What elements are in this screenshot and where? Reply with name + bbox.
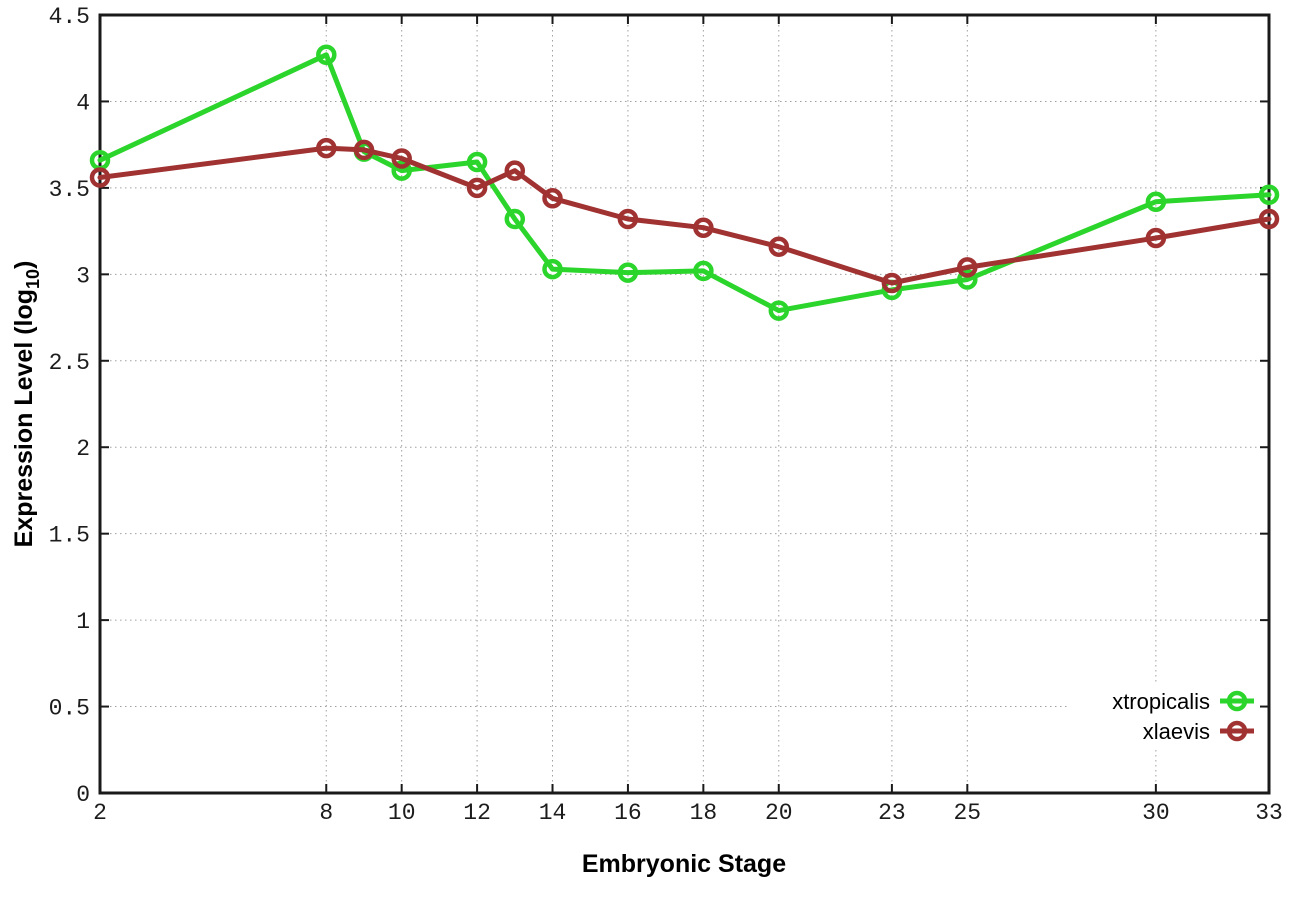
- data-point-marker-xtropicalis: [316, 44, 337, 66]
- data-point-marker-xtropicalis: [391, 160, 412, 181]
- data-point-marker-xlaevis: [504, 160, 526, 181]
- x-tick-label: 16: [614, 800, 642, 826]
- data-point-marker-xtropicalis: [504, 208, 526, 230]
- x-tick-label: 20: [765, 800, 793, 826]
- data-point-marker-xlaevis: [353, 139, 375, 161]
- data-point-marker-xlaevis: [542, 188, 563, 209]
- x-tick-label: 23: [878, 800, 906, 826]
- y-tick-label: 2: [76, 436, 90, 462]
- x-tick-label: 33: [1255, 800, 1283, 826]
- legend: xtropicalis xlaevis: [1068, 683, 1258, 749]
- series-line-xtropicalis: [97, 52, 1272, 314]
- y-tick-label: 1.5: [49, 523, 90, 549]
- x-tick-label: 14: [539, 800, 567, 826]
- x-tick-label: 18: [690, 800, 718, 826]
- data-point-marker-xlaevis: [316, 137, 337, 159]
- data-point-marker-xtropicalis: [957, 269, 978, 290]
- gridlines: [100, 15, 1269, 793]
- data-point-marker-xlaevis: [391, 148, 412, 169]
- y-tick-label: 0.5: [49, 696, 90, 722]
- y-tick-label: 2.5: [49, 350, 90, 376]
- data-point-marker-xlaevis: [881, 272, 903, 294]
- legend-label-xtropicalis: xtropicalis: [1112, 689, 1210, 714]
- y-axis-title: Expression Level (log10): [10, 261, 43, 548]
- data-point-marker-xtropicalis: [768, 300, 790, 321]
- series-xtropicalis: [89, 44, 1280, 321]
- data-point-marker-xtropicalis: [617, 262, 639, 283]
- legend-background: [1068, 683, 1258, 749]
- data-point-marker-xlaevis: [89, 167, 111, 188]
- x-axis-title: Embryonic Stage: [582, 850, 786, 878]
- x-tick-label: 12: [463, 800, 491, 826]
- series-xlaevis: [89, 137, 1280, 294]
- series-line-xlaevis: [97, 145, 1272, 286]
- y-tick-label: 1: [76, 609, 90, 635]
- tick-labels: 2 8 10 12 14 16 18 20 23 25 30 33 0 0.5 1 1.5 2 2.5 3 3.5 4 4…: [49, 4, 1283, 826]
- data-point-marker-xtropicalis: [1145, 191, 1167, 212]
- data-point-marker-xtropicalis: [1258, 184, 1280, 206]
- data-point-marker-xlaevis: [1145, 227, 1167, 249]
- y-tick-label: 4.5: [49, 4, 90, 30]
- legend-marker-icon-xlaevis: [1226, 720, 1248, 742]
- y-tick-label: 0: [76, 782, 90, 808]
- data-point-marker-xlaevis: [1258, 208, 1280, 230]
- x-tick-label: 2: [93, 800, 107, 826]
- data-series: [89, 44, 1280, 321]
- data-point-marker-xlaevis: [693, 217, 714, 238]
- legend-marker-icon-xtropicalis: [1226, 690, 1248, 712]
- data-point-marker-xlaevis: [617, 208, 639, 230]
- data-point-marker-xtropicalis: [542, 258, 563, 280]
- data-point-marker-xlaevis: [768, 236, 790, 257]
- y-tick-label: 3: [76, 263, 90, 289]
- data-point-marker-xlaevis: [957, 257, 978, 278]
- y-tick-label: 4: [76, 90, 90, 116]
- x-tick-label: 10: [388, 800, 416, 826]
- x-tick-label: 25: [953, 800, 981, 826]
- data-point-marker-xtropicalis: [466, 151, 488, 173]
- plot-border: [98, 13, 1271, 795]
- axis-titles: Embryonic Stage Expression Level (log10): [10, 261, 786, 878]
- plot-frame: [98, 13, 1271, 795]
- data-point-marker-xlaevis: [466, 177, 488, 199]
- x-tick-label: 30: [1142, 800, 1170, 826]
- legend-label-xlaevis: xlaevis: [1143, 719, 1210, 744]
- data-point-marker-xtropicalis: [693, 260, 714, 282]
- x-tick-label: 8: [319, 800, 333, 826]
- y-tick-label: 3.5: [49, 177, 90, 203]
